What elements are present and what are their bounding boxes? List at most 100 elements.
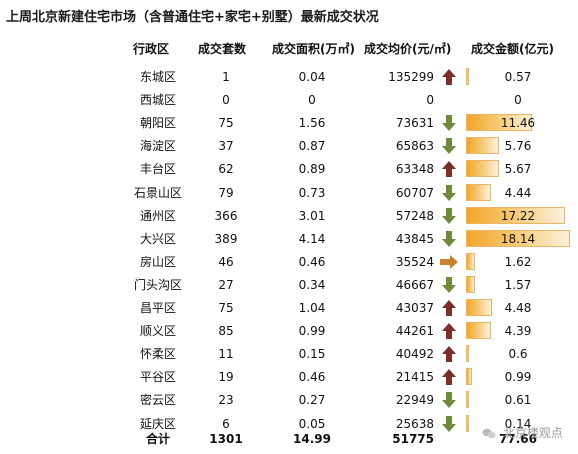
amount-value: 4.39 — [504, 324, 532, 339]
total-row: 合计 1301 14.99 51775 77.66 — [0, 428, 578, 450]
trend-down-arrow-icon — [437, 274, 459, 296]
trend-flat-arrow-icon — [437, 251, 459, 273]
area-value: 0.87 — [298, 139, 326, 154]
trend-down-arrow-icon — [437, 205, 459, 227]
amount-bar — [466, 137, 499, 155]
amount-value: 4.48 — [504, 301, 532, 315]
district-name: 门头沟区 — [133, 277, 182, 292]
area-value: 0.89 — [298, 162, 326, 177]
area-value: 0.04 — [298, 70, 326, 84]
table-row: 朝阳区 75 1.56 73631 11.46 — [0, 112, 578, 134]
price-value: 65863 — [395, 139, 434, 154]
price-value: 25638 — [395, 416, 434, 431]
trend-down-arrow-icon — [437, 228, 459, 250]
amount-value: 0.99 — [504, 370, 532, 385]
trend-down-arrow-icon — [437, 182, 459, 204]
amount-bar — [466, 414, 469, 432]
amount-value: 0.14 — [504, 416, 532, 431]
trend-up-arrow-icon — [437, 158, 459, 180]
price-value: 60707 — [395, 185, 434, 200]
area-value: 0.05 — [298, 416, 326, 431]
area-value: 0.27 — [298, 393, 326, 408]
sets-value: 366 — [214, 208, 238, 223]
district-name: 丰台区 — [139, 162, 176, 177]
table-row: 密云区 23 0.27 22949 0.61 — [0, 389, 578, 411]
header-price: 成交均价(元/㎡) — [364, 42, 452, 56]
amount-value: 0.6 — [508, 347, 528, 362]
table-row: 延庆区 6 0.05 25638 0.14 — [0, 413, 578, 435]
amount-value: 17.22 — [500, 208, 536, 223]
district-name: 延庆区 — [139, 416, 176, 431]
district-name: 东城区 — [139, 70, 176, 84]
total-label: 合计 — [145, 432, 170, 446]
price-value: 43845 — [395, 231, 434, 246]
table-row: 西城区 0 0 0 0 — [0, 89, 578, 111]
amount-value: 18.14 — [500, 231, 536, 246]
amount-bar — [466, 114, 532, 132]
amount-bar — [466, 252, 475, 270]
table-row: 大兴区 389 4.14 43845 18.14 — [0, 228, 578, 250]
wechat-icon — [482, 428, 496, 439]
header-area: 成交面积(万㎡) — [272, 42, 355, 56]
area-value: 1.56 — [298, 116, 326, 131]
amount-value: 4.44 — [504, 185, 532, 200]
area-value: 4.14 — [298, 231, 326, 246]
district-name: 西城区 — [139, 93, 176, 108]
price-value: 21415 — [395, 370, 434, 385]
watermark: 北京楼观点 — [482, 424, 563, 441]
amount-value: 1.57 — [504, 277, 532, 292]
trend-down-arrow-icon — [437, 413, 459, 435]
table-row: 昌平区 75 1.04 43037 4.48 — [0, 297, 578, 319]
table-row: 顺义区 85 0.99 44261 4.39 — [0, 320, 578, 342]
trend-up-arrow-icon — [437, 320, 459, 342]
amount-bar — [466, 275, 475, 293]
amount-bar — [466, 229, 570, 247]
amount-bar — [466, 391, 469, 409]
area-value: 0.99 — [298, 324, 326, 339]
table-row: 平谷区 19 0.46 21415 0.99 — [0, 366, 578, 388]
sets-value: 6 — [222, 416, 230, 431]
trend-up-arrow-icon — [437, 343, 459, 365]
area-value: 0.46 — [298, 370, 326, 385]
trend-down-arrow-icon — [437, 112, 459, 134]
trend-down-arrow-icon — [437, 389, 459, 411]
total-amount: 77.66 — [499, 432, 537, 446]
trend-down-arrow-icon — [437, 135, 459, 157]
sets-value: 62 — [218, 162, 234, 177]
district-name: 大兴区 — [139, 231, 176, 246]
amount-value: 11.46 — [500, 116, 536, 131]
district-name: 海淀区 — [139, 139, 176, 154]
table-row: 房山区 46 0.46 35524 1.62 — [0, 251, 578, 273]
total-price: 51775 — [392, 432, 434, 446]
price-value: 57248 — [395, 208, 434, 223]
watermark-text: 北京楼观点 — [502, 426, 563, 440]
amount-bar — [466, 368, 472, 386]
amount-value: 5.76 — [504, 139, 532, 154]
amount-bar — [466, 322, 491, 340]
amount-value: 1.62 — [504, 254, 532, 269]
total-sets: 1301 — [209, 432, 243, 446]
amount-value: 0.57 — [504, 70, 532, 84]
sets-value: 85 — [218, 324, 234, 339]
sets-value: 75 — [218, 116, 234, 131]
price-value: 40492 — [395, 347, 434, 362]
sets-value: 23 — [218, 393, 234, 408]
price-value: 46667 — [395, 277, 434, 292]
header-sets: 成交套数 — [198, 42, 247, 56]
price-value: 73631 — [395, 116, 434, 131]
table-row: 东城区 1 0.04 135299 0.57 — [0, 66, 578, 88]
table-row: 怀柔区 11 0.15 40492 0.6 — [0, 343, 578, 365]
table-row: 门头沟区 27 0.34 46667 1.57 — [0, 274, 578, 296]
amount-value: 5.67 — [504, 162, 532, 177]
sets-value: 79 — [218, 185, 234, 200]
trend-up-arrow-icon — [437, 297, 459, 319]
sets-value: 0 — [222, 93, 230, 108]
area-value: 0.46 — [298, 254, 326, 269]
district-name: 通州区 — [139, 208, 176, 223]
sets-value: 75 — [218, 301, 234, 315]
price-value: 22949 — [395, 393, 434, 408]
price-value: 35524 — [395, 254, 434, 269]
trend-up-arrow-icon — [437, 366, 459, 388]
price-value: 43037 — [395, 301, 434, 315]
price-value: 44261 — [395, 324, 434, 339]
